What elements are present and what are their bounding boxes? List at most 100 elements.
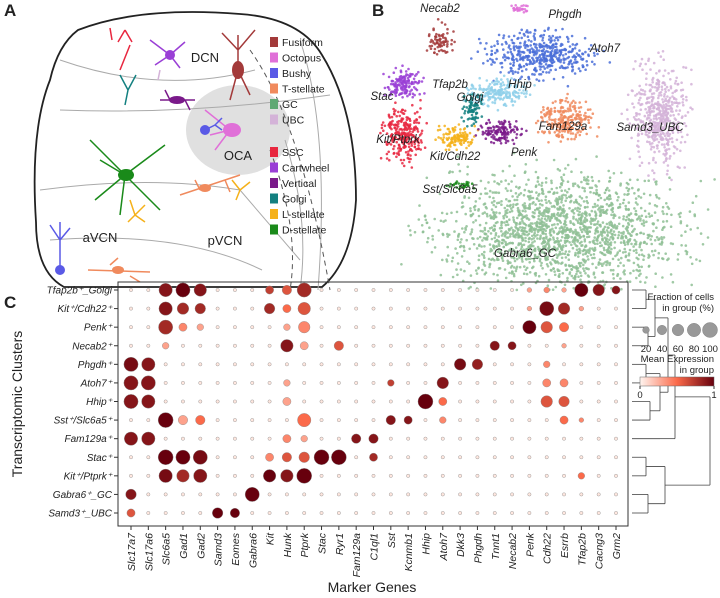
- umap-cell: [582, 258, 585, 261]
- umap-cell: [459, 241, 462, 244]
- umap-cell: [661, 276, 664, 279]
- dot: [458, 418, 461, 421]
- umap-cell: [567, 110, 570, 113]
- umap-cell: [524, 47, 527, 50]
- umap-cell: [564, 48, 567, 51]
- umap-cell: [559, 215, 562, 218]
- umap-cell: [571, 210, 574, 213]
- umap-cell: [640, 207, 643, 210]
- umap-cell: [451, 49, 454, 52]
- umap-cell: [588, 226, 591, 229]
- umap-cell: [409, 93, 412, 96]
- umap-cell: [610, 222, 613, 225]
- umap-cell: [500, 224, 503, 227]
- dot: [245, 487, 259, 501]
- umap-cell: [553, 78, 556, 81]
- umap-cell: [652, 157, 655, 160]
- umap-cell: [561, 227, 564, 230]
- umap-cell: [426, 221, 429, 224]
- dot: [320, 363, 323, 366]
- umap-cell: [485, 222, 488, 225]
- umap-cell: [390, 83, 393, 86]
- umap-cell: [460, 134, 463, 137]
- umap-cell: [411, 130, 414, 133]
- umap-cell: [404, 110, 407, 113]
- gene-label: Cdh22: [542, 533, 554, 564]
- legend-label: Fusiform: [282, 37, 323, 49]
- umap-cell: [516, 199, 519, 202]
- umap-cell: [469, 109, 472, 112]
- dot: [142, 432, 155, 445]
- dot: [545, 474, 548, 477]
- umap-cell: [466, 260, 469, 263]
- umap-cell: [602, 221, 605, 224]
- umap-cell: [671, 101, 674, 104]
- umap-cell: [661, 241, 664, 244]
- gene-label: Fam129a: [351, 533, 363, 578]
- umap-cell: [387, 151, 390, 154]
- umap-cell: [638, 254, 641, 257]
- umap-cell: [456, 274, 459, 277]
- umap-cell: [619, 203, 622, 206]
- dot: [159, 302, 172, 315]
- umap-cell: [622, 251, 625, 254]
- umap-cell: [647, 174, 650, 177]
- gene-label: C1ql1: [369, 533, 381, 560]
- umap-cell: [441, 41, 444, 44]
- umap-cell: [546, 263, 549, 266]
- umap-cell: [687, 111, 690, 114]
- umap-cell: [580, 262, 583, 265]
- umap-cell: [612, 217, 615, 220]
- umap-cell: [403, 112, 406, 115]
- umap-cell: [529, 50, 532, 53]
- umap-cell: [535, 78, 538, 81]
- umap-cell: [550, 234, 553, 237]
- umap-cell: [495, 58, 498, 61]
- umap-cell: [408, 75, 411, 78]
- umap-cell: [562, 272, 565, 275]
- dot: [251, 307, 254, 310]
- umap-cell: [623, 193, 626, 196]
- umap-cell: [645, 102, 648, 105]
- umap-cell: [590, 117, 593, 120]
- umap-cell: [695, 195, 698, 198]
- umap-cell: [540, 214, 543, 217]
- umap-cell: [524, 227, 527, 230]
- umap-cell: [419, 107, 422, 110]
- umap-cell: [646, 111, 649, 114]
- umap-cell: [682, 66, 685, 69]
- umap-cell: [451, 39, 454, 42]
- dot: [458, 307, 461, 310]
- dot: [562, 363, 565, 366]
- umap-cell: [664, 91, 667, 94]
- umap-cell: [540, 199, 543, 202]
- umap-cell: [511, 129, 514, 132]
- umap-cell: [387, 86, 390, 89]
- umap-cell: [560, 176, 563, 179]
- y-axis-title: Transcriptomic Clusters: [9, 331, 25, 478]
- umap-cell: [403, 124, 406, 127]
- umap-cell: [652, 230, 655, 233]
- umap-cell: [498, 192, 501, 195]
- umap-cell: [671, 95, 674, 98]
- umap-cell: [520, 76, 523, 79]
- umap-cell: [551, 45, 554, 48]
- umap-cell: [670, 225, 673, 228]
- umap-cell: [568, 241, 571, 244]
- umap-cell: [484, 264, 487, 267]
- umap-cell: [665, 152, 668, 155]
- dot: [545, 344, 548, 347]
- umap-cell: [606, 234, 609, 237]
- umap-cell: [470, 57, 473, 60]
- dot: [441, 493, 444, 496]
- legend-label: Cartwheel: [282, 163, 329, 175]
- umap-cell: [586, 64, 589, 67]
- dot: [372, 288, 375, 291]
- umap-cell: [523, 272, 526, 275]
- umap-cell: [633, 228, 636, 231]
- umap-cell: [475, 269, 478, 272]
- umap-cell: [669, 188, 672, 191]
- umap-cell: [514, 8, 517, 11]
- umap-cell: [522, 51, 525, 54]
- dot: [320, 344, 323, 347]
